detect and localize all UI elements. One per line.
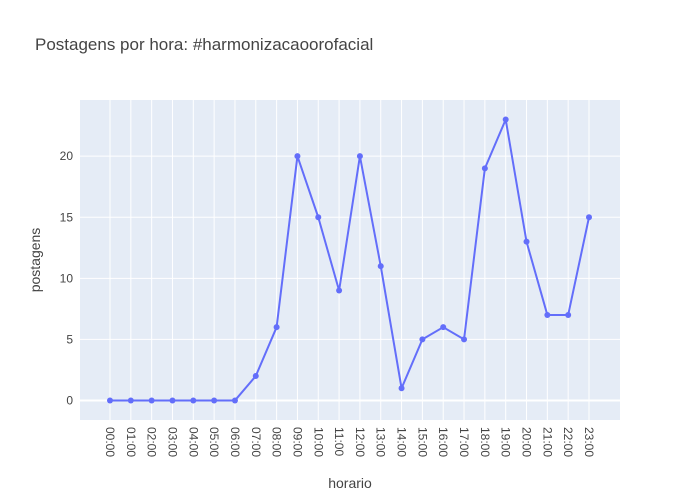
x-tick-label: 11:00 <box>332 427 346 456</box>
x-tick-label: 16:00 <box>436 427 450 457</box>
x-tick-label: 13:00 <box>374 427 388 457</box>
data-point <box>586 214 592 221</box>
series-layer <box>107 116 592 404</box>
x-tick-label: 09:00 <box>290 427 304 457</box>
y-tick-label: 5 <box>66 332 73 346</box>
data-point <box>440 324 447 331</box>
data-point <box>356 153 363 160</box>
x-tick-label: 04:00 <box>186 427 200 457</box>
data-point <box>565 311 572 318</box>
data-point <box>127 397 134 404</box>
x-axis-title: horario <box>328 475 372 491</box>
data-point <box>544 311 551 318</box>
gridlines <box>80 100 620 420</box>
data-point <box>211 397 218 404</box>
x-tick-label: 23:00 <box>582 427 596 457</box>
data-point <box>419 336 426 343</box>
x-tick-label: 05:00 <box>207 427 221 457</box>
data-point <box>273 324 280 331</box>
series-line <box>110 118 590 402</box>
x-tick-label: 20:00 <box>520 427 534 457</box>
data-point <box>398 385 405 392</box>
x-tick-label: 01:00 <box>124 427 138 457</box>
x-tick-label: 17:00 <box>457 427 471 457</box>
data-point <box>377 263 384 270</box>
data-point <box>461 336 468 343</box>
x-tick-label: 06:00 <box>228 427 242 457</box>
plot-area <box>80 100 620 420</box>
x-tick-label: 02:00 <box>145 427 159 457</box>
x-tick-label: 22:00 <box>561 427 575 457</box>
x-tick-label: 21:00 <box>540 427 554 457</box>
data-point <box>107 397 113 404</box>
data-point <box>481 165 488 172</box>
x-tick-label: 19:00 <box>499 427 513 457</box>
data-point <box>502 116 509 123</box>
x-tick-label: 15:00 <box>415 427 429 457</box>
data-point <box>294 153 301 160</box>
x-tick-label: 08:00 <box>270 427 284 457</box>
x-tick-label: 07:00 <box>249 427 263 457</box>
data-point <box>148 397 155 404</box>
y-tick-label: 10 <box>60 271 74 285</box>
y-axis-title: postagens <box>27 228 43 293</box>
data-point <box>252 373 259 380</box>
data-point <box>231 397 238 404</box>
data-point <box>336 287 343 294</box>
tick-labels: 0 5 10 15 20 00:00 01:00 02:00 03:00 04:00 05:00 06… <box>60 149 596 457</box>
y-tick-label: 20 <box>60 149 74 163</box>
x-tick-label: 03:00 <box>165 427 179 457</box>
data-point <box>169 397 176 404</box>
chart-title: Postagens por hora: #harmonizacaoorofaci… <box>35 35 373 54</box>
x-tick-label: 14:00 <box>395 427 409 457</box>
data-point <box>315 214 322 221</box>
x-tick-label: 18:00 <box>478 427 492 457</box>
data-point <box>190 397 197 404</box>
data-point <box>523 238 530 245</box>
y-tick-label: 0 <box>66 393 73 407</box>
y-tick-label: 15 <box>60 210 74 224</box>
x-tick-label: 12:00 <box>353 427 367 457</box>
x-tick-label: 10:00 <box>311 427 325 457</box>
x-tick-label: 00:00 <box>103 427 117 457</box>
